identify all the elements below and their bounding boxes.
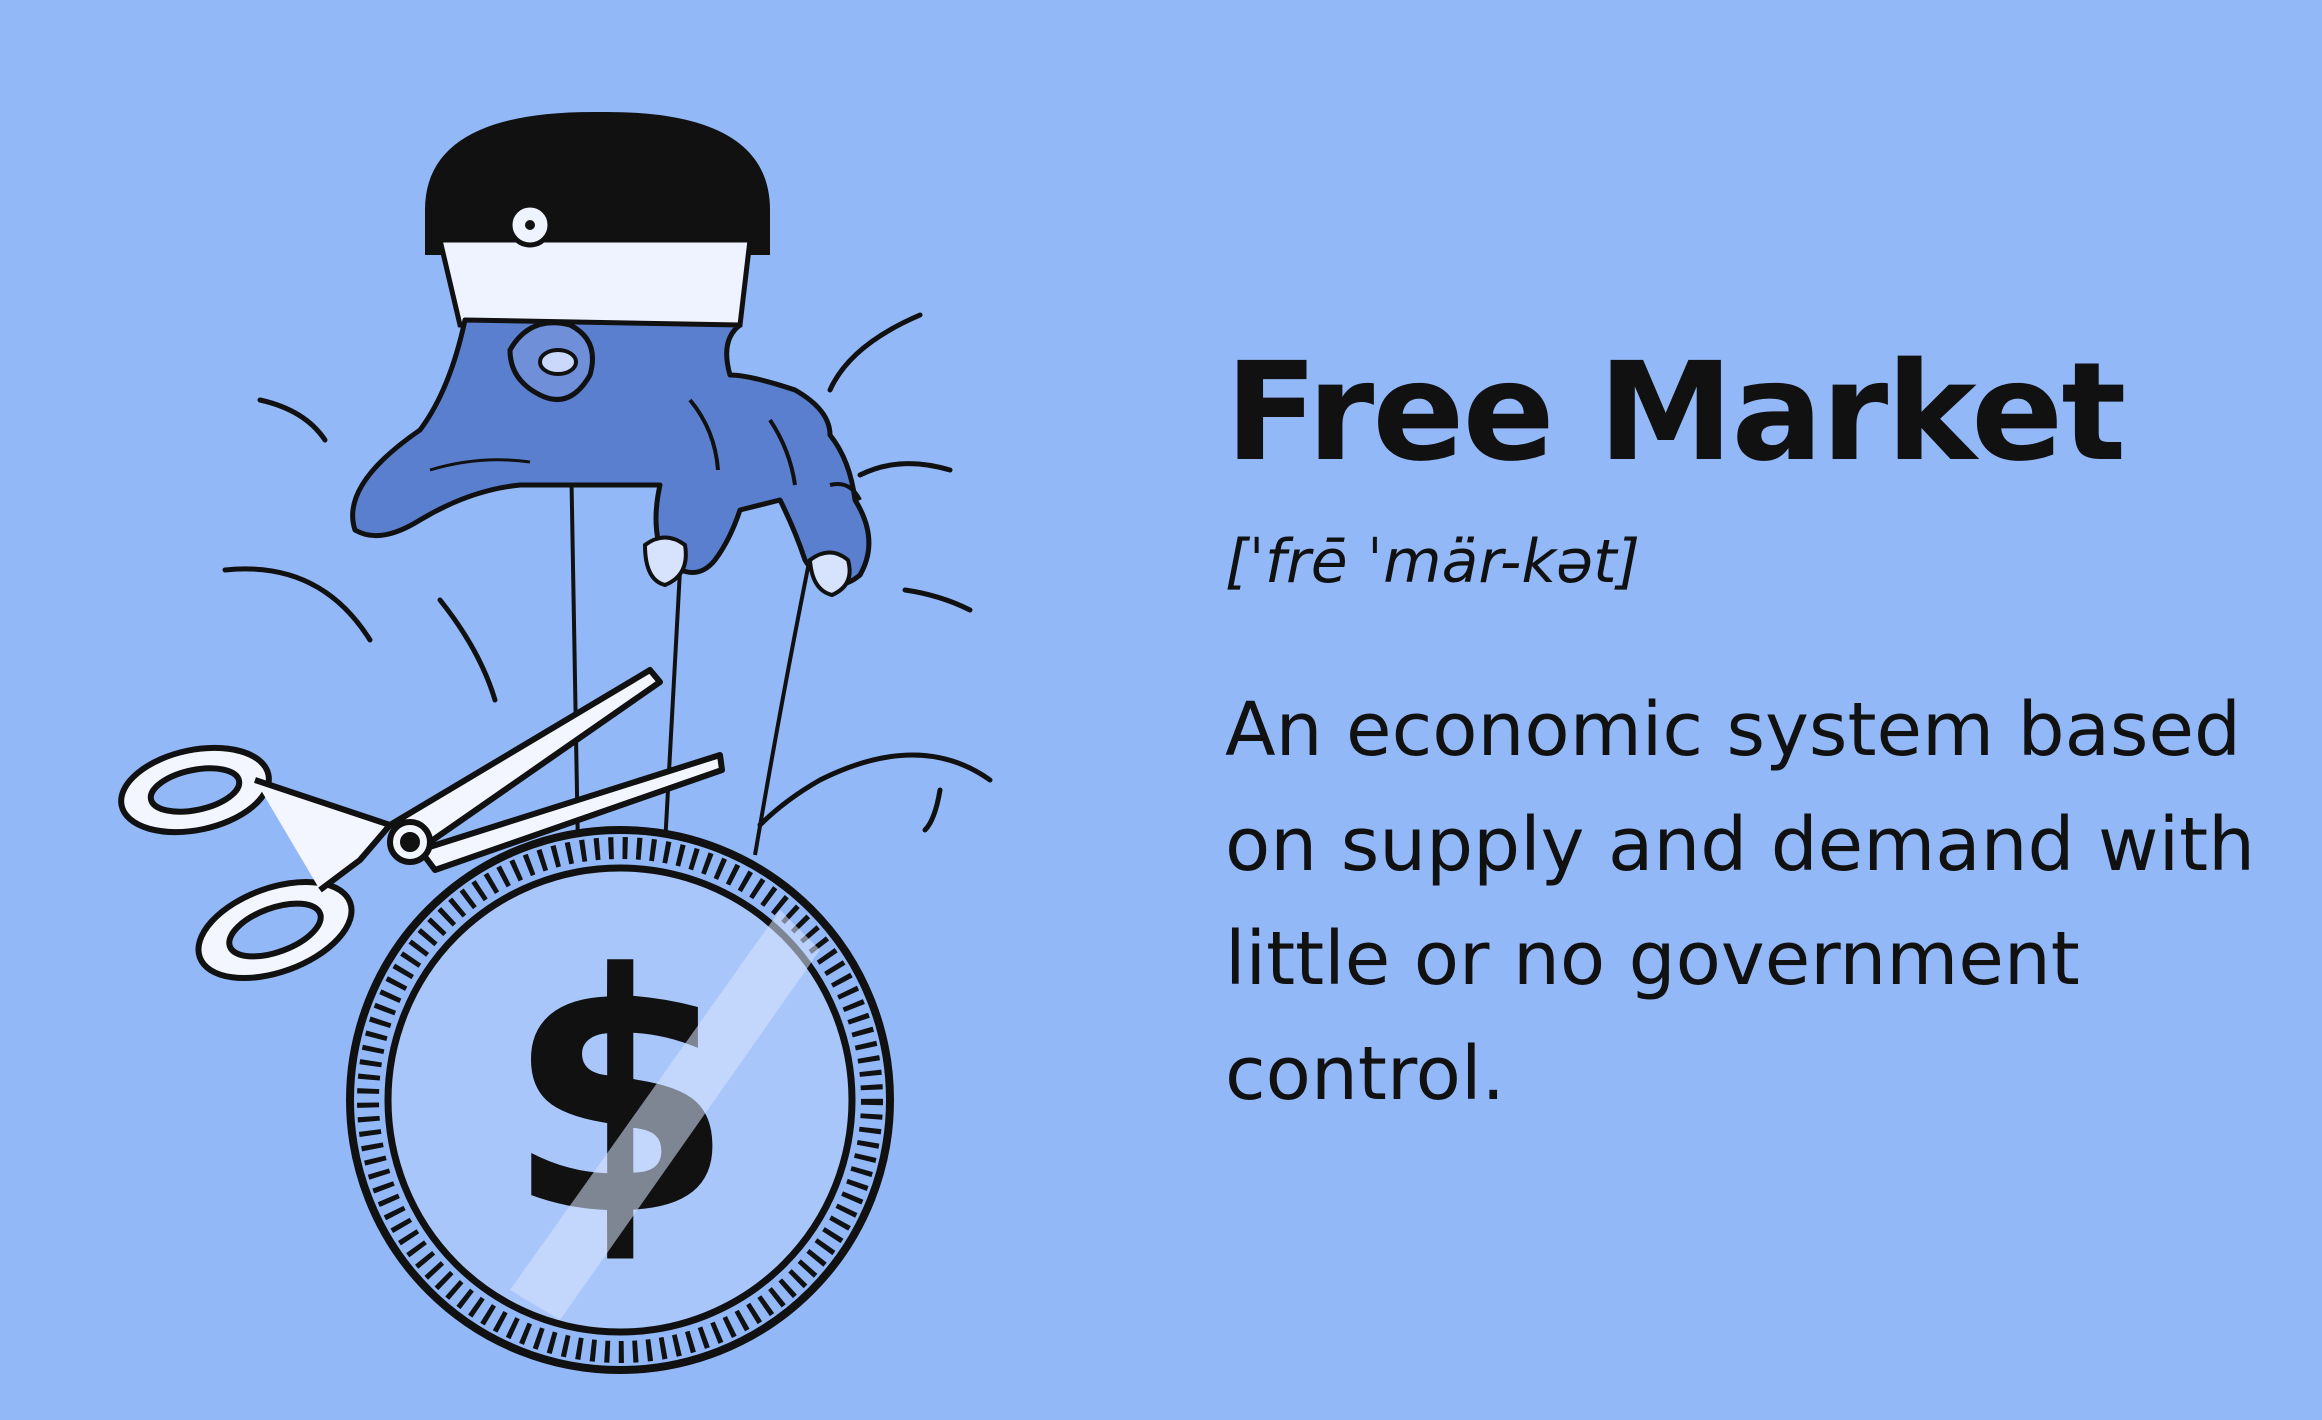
definition-text: Free Market [ˈfrē ˈmär-kət] An economic … <box>1225 345 2265 1132</box>
term-title: Free Market <box>1225 334 2126 492</box>
dollar-coin-icon: $ <box>346 826 894 1374</box>
hand-icon <box>350 111 872 598</box>
definition-body: An economic system based on supply and d… <box>1225 687 2256 1118</box>
pronunciation: [ˈfrē ˈmär-kət] <box>1225 527 1641 597</box>
free-market-illustration: $ <box>90 90 1080 1390</box>
motion-lines-icon <box>222 312 993 833</box>
scissors-icon <box>118 667 725 982</box>
